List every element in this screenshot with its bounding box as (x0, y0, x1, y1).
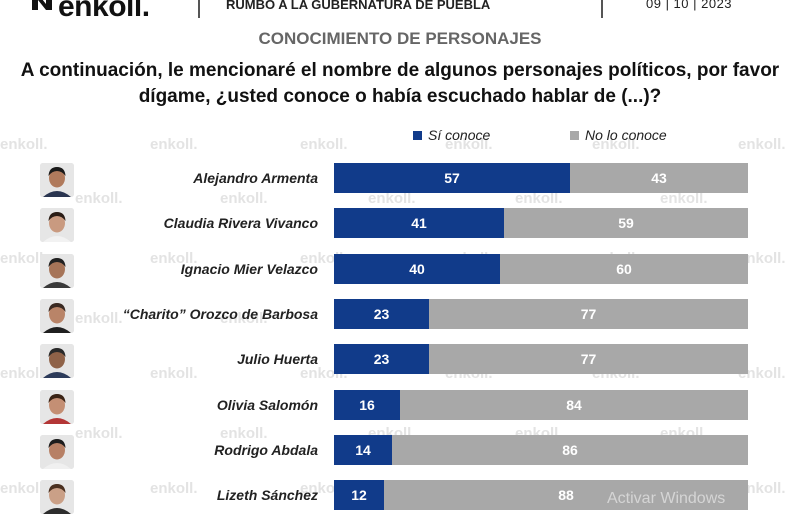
bar-no-lo-conoce: 77 (429, 344, 748, 374)
bar-no-lo-conoce: 60 (500, 254, 748, 284)
candidate-photo (40, 299, 74, 333)
section-subtitle: CONOCIMIENTO DE PERSONAJES (258, 29, 542, 48)
data-label: 60 (616, 261, 632, 277)
bar-no-lo-conoce: 86 (392, 435, 748, 465)
category-label: Julio Huerta (237, 351, 318, 367)
chart-row: Olivia Salomón 16 84 (0, 390, 800, 435)
header-divider (601, 0, 603, 18)
legend-item-si-conoce: Sí conoce (413, 127, 490, 143)
data-label: 88 (558, 487, 574, 503)
watermark-logo: enkoll. (75, 190, 123, 207)
data-label: 23 (373, 351, 390, 367)
bar-si-conoce: 14 (334, 435, 392, 465)
watermark-logo: enkoll. (445, 136, 493, 153)
chart-row: “Charito” Orozco de Barbosa 23 77 (0, 299, 800, 344)
data-label: 12 (351, 487, 367, 503)
candidate-photo (40, 163, 74, 197)
report-title: RUMBO A LA GUBERNATURA DE PUEBLA (226, 0, 491, 12)
bar-si-conoce: 23 (334, 344, 429, 374)
data-label: 23 (373, 306, 390, 322)
candidate-photo (40, 254, 74, 288)
bar-si-conoce: 57 (334, 163, 570, 193)
legend-item-no-lo-conoce: No lo conoce (570, 127, 667, 143)
watermark-logo: enkoll. (738, 250, 786, 267)
candidate-photo (40, 480, 74, 514)
watermark-logo: enkoll. (150, 250, 198, 267)
legend-swatch-no-lo-conoce (570, 131, 579, 140)
watermark-logo: enkoll. (0, 480, 48, 497)
watermark-logo: enkoll. (150, 365, 198, 382)
watermark-logo: enkoll. (220, 310, 268, 327)
watermark-logo: enkoll. (150, 480, 198, 497)
candidate-photo (40, 208, 74, 242)
data-label: 43 (651, 170, 667, 186)
watermark-logo: enkoll. (300, 136, 348, 153)
chart-row: Julio Huerta 23 77 (0, 344, 800, 389)
bar-si-conoce: 12 (334, 480, 384, 510)
chart-row: Claudia Rivera Vivanco 41 59 (0, 208, 800, 253)
watermark-logo: enkoll. (220, 190, 268, 207)
candidate-photo (40, 390, 74, 424)
watermark-logo: enkoll. (738, 365, 786, 382)
category-label: Alejandro Armenta (193, 170, 318, 186)
data-label: 77 (580, 306, 597, 322)
activate-windows-overlay: Activar Windows (607, 490, 726, 507)
enkoll-logo-icon (32, 0, 52, 10)
watermark-logo: enkoll. (75, 425, 123, 442)
bar-no-lo-conoce: 84 (400, 390, 748, 420)
category-label: Rodrigo Abdala (214, 442, 318, 458)
bar-si-conoce: 40 (334, 254, 500, 284)
enkoll-logo: enkoll. (58, 0, 150, 23)
bar-no-lo-conoce: 59 (504, 208, 748, 238)
category-label: Olivia Salomón (216, 397, 318, 413)
bar-si-conoce: 16 (334, 390, 400, 420)
category-label: Ignacio Mier Velazco (180, 261, 318, 277)
watermark-logo: enkoll. (150, 136, 198, 153)
watermark-logo: enkoll. (0, 365, 48, 382)
header-divider (198, 0, 200, 18)
data-label: 77 (580, 351, 597, 367)
watermark-logo: enkoll. (75, 310, 123, 327)
watermark-logo: enkoll. (0, 136, 48, 153)
legend-swatch-si-conoce (413, 131, 422, 140)
legend-label: Sí conoce (428, 127, 491, 143)
report-header: enkoll. RUMBO A LA GUBERNATURA DE PUEBLA… (0, 0, 800, 24)
bar-no-lo-conoce: 43 (570, 163, 748, 193)
data-label: 14 (355, 442, 371, 458)
legend-label: No lo conoce (585, 127, 667, 143)
chart-row: Ignacio Mier Velazco 40 60 (0, 254, 800, 299)
category-label: “Charito” Orozco de Barbosa (122, 306, 318, 322)
bar-si-conoce: 41 (334, 208, 504, 238)
candidate-photo (40, 435, 74, 469)
watermark-logo: enkoll. (738, 480, 786, 497)
survey-question: A continuación, le mencionaré el nombre … (20, 60, 780, 107)
category-label: Claudia Rivera Vivanco (163, 215, 318, 231)
data-label: 59 (618, 215, 634, 231)
watermark-logo: enkoll. (515, 190, 563, 207)
watermark-logo: enkoll. (368, 190, 416, 207)
candidate-photo (40, 344, 74, 378)
bar-si-conoce: 23 (334, 299, 429, 329)
report-date: 09 | 10 | 2023 (646, 0, 733, 11)
data-label: 57 (444, 170, 460, 186)
watermark-logo: enkoll. (0, 250, 48, 267)
chart-row: Alejandro Armenta 57 43 (0, 163, 800, 208)
bar-no-lo-conoce: 77 (429, 299, 748, 329)
data-label: 84 (566, 397, 582, 413)
data-label: 16 (359, 397, 375, 413)
data-label: 86 (562, 442, 578, 458)
watermark-logo: enkoll. (660, 190, 708, 207)
watermark-logo: enkoll. (592, 136, 640, 153)
watermark-logo: enkoll. (220, 425, 268, 442)
chart-row: Rodrigo Abdala 14 86 (0, 435, 800, 480)
data-label: 40 (409, 261, 425, 277)
watermark-logo: enkoll. (738, 136, 786, 153)
category-label: Lizeth Sánchez (216, 487, 318, 503)
data-label: 41 (411, 215, 427, 231)
